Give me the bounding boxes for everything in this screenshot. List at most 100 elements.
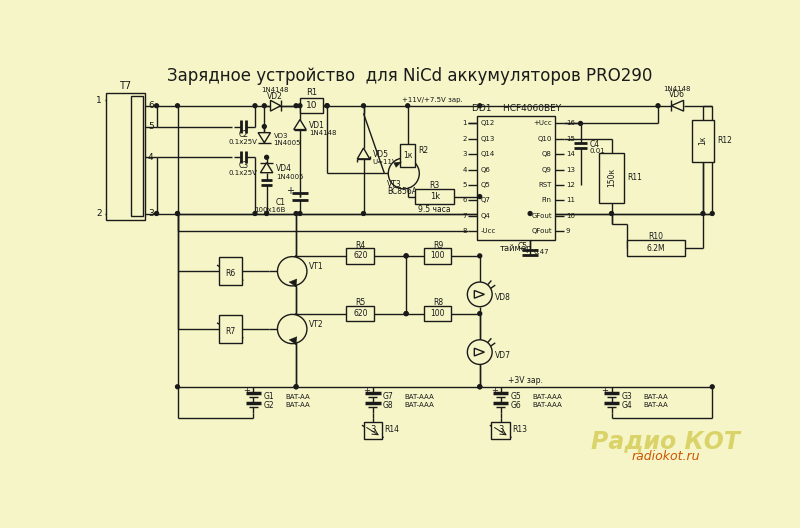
Text: 9.5 часа: 9.5 часа (418, 205, 451, 214)
Circle shape (294, 385, 298, 389)
Bar (218, 257, 242, 285)
Text: G6: G6 (510, 401, 522, 410)
Polygon shape (358, 148, 370, 159)
Circle shape (404, 254, 408, 258)
Text: QFout: QFout (531, 228, 552, 234)
Circle shape (404, 312, 408, 316)
Bar (300, 98, 323, 114)
Circle shape (294, 212, 298, 215)
Text: 1N4005: 1N4005 (274, 140, 301, 146)
Text: 1к: 1к (698, 136, 707, 145)
Text: +3V зар.: +3V зар. (509, 376, 543, 385)
Circle shape (578, 121, 582, 125)
Bar (692, 119, 714, 162)
Text: 9: 9 (566, 228, 570, 234)
Text: VD3: VD3 (274, 133, 288, 139)
Text: 3: 3 (148, 209, 154, 218)
Circle shape (294, 385, 298, 389)
Text: 620: 620 (353, 309, 368, 318)
Text: 2: 2 (462, 136, 466, 142)
Text: C3: C3 (238, 161, 249, 170)
Circle shape (298, 104, 302, 108)
Text: C2: C2 (238, 130, 248, 139)
Text: 1N4148: 1N4148 (664, 86, 691, 92)
Bar (106, 92, 145, 220)
Text: 150к: 150к (607, 168, 616, 187)
Text: 100: 100 (430, 251, 445, 260)
Text: 0.1x25V: 0.1x25V (229, 169, 258, 176)
Text: 7: 7 (462, 213, 466, 219)
Text: Q6: Q6 (481, 167, 490, 173)
Text: VT3: VT3 (386, 180, 402, 188)
Text: 6.2M: 6.2M (646, 243, 665, 253)
Circle shape (265, 212, 269, 215)
Circle shape (478, 254, 482, 258)
Text: 4: 4 (148, 153, 154, 162)
Text: Q14: Q14 (481, 151, 494, 157)
Circle shape (478, 385, 482, 389)
Text: 5: 5 (148, 122, 154, 131)
Text: 0.1x25V: 0.1x25V (229, 139, 258, 145)
Text: T7: T7 (119, 81, 132, 91)
Text: таймер: таймер (500, 243, 532, 253)
Circle shape (265, 155, 269, 159)
Text: R4: R4 (355, 241, 366, 250)
Circle shape (404, 312, 408, 316)
Text: 3: 3 (462, 151, 466, 157)
Text: BAT-AAA: BAT-AAA (405, 402, 434, 408)
Text: R2: R2 (418, 146, 429, 155)
Circle shape (175, 212, 179, 215)
Text: VD7: VD7 (495, 351, 511, 360)
Text: +: + (602, 386, 609, 395)
Text: 100: 100 (430, 309, 445, 318)
Text: G5: G5 (510, 392, 522, 401)
Bar (400, 144, 415, 167)
Text: 2: 2 (96, 209, 102, 218)
Text: +: + (490, 386, 498, 395)
Text: Q4: Q4 (481, 213, 490, 219)
Text: 100x16B: 100x16B (254, 208, 286, 213)
Text: VD6: VD6 (670, 90, 686, 99)
Text: 11: 11 (566, 197, 574, 203)
Text: 1: 1 (96, 96, 102, 105)
Polygon shape (270, 100, 281, 111)
Circle shape (478, 312, 482, 316)
Text: BAT-AA: BAT-AA (643, 394, 668, 400)
Circle shape (325, 104, 329, 108)
Text: 620: 620 (353, 251, 368, 260)
Text: 8: 8 (462, 228, 466, 234)
Text: R7: R7 (225, 327, 235, 336)
Text: VD4: VD4 (276, 164, 292, 173)
Text: 12: 12 (566, 182, 574, 188)
Text: RST: RST (538, 182, 552, 188)
Bar (424, 248, 451, 263)
Polygon shape (289, 337, 297, 344)
Text: 6: 6 (462, 197, 466, 203)
Bar (478, 116, 555, 240)
Text: BAT-AA: BAT-AA (286, 394, 310, 400)
Text: R3: R3 (430, 181, 440, 190)
Text: 1k: 1k (430, 192, 440, 201)
Text: 1N4148: 1N4148 (310, 130, 337, 136)
Text: 13: 13 (566, 167, 574, 173)
Text: R5: R5 (355, 298, 366, 307)
Text: 4: 4 (462, 167, 466, 173)
Text: G3: G3 (622, 392, 632, 401)
Circle shape (262, 125, 266, 128)
Text: 1N4005: 1N4005 (276, 174, 303, 180)
Polygon shape (289, 279, 297, 287)
Text: R12: R12 (717, 136, 732, 145)
Text: 1N4148: 1N4148 (262, 87, 289, 92)
Circle shape (253, 212, 257, 215)
Text: 15: 15 (566, 136, 574, 142)
Text: VD2: VD2 (267, 92, 283, 101)
Circle shape (253, 104, 257, 108)
Circle shape (294, 104, 298, 108)
Text: Q9: Q9 (542, 167, 552, 173)
Text: R9: R9 (433, 241, 443, 250)
Text: 3: 3 (498, 426, 503, 435)
Text: C4: C4 (590, 140, 600, 149)
Text: BAT-AAA: BAT-AAA (533, 394, 562, 400)
Text: G8: G8 (383, 401, 394, 410)
Circle shape (388, 158, 419, 189)
